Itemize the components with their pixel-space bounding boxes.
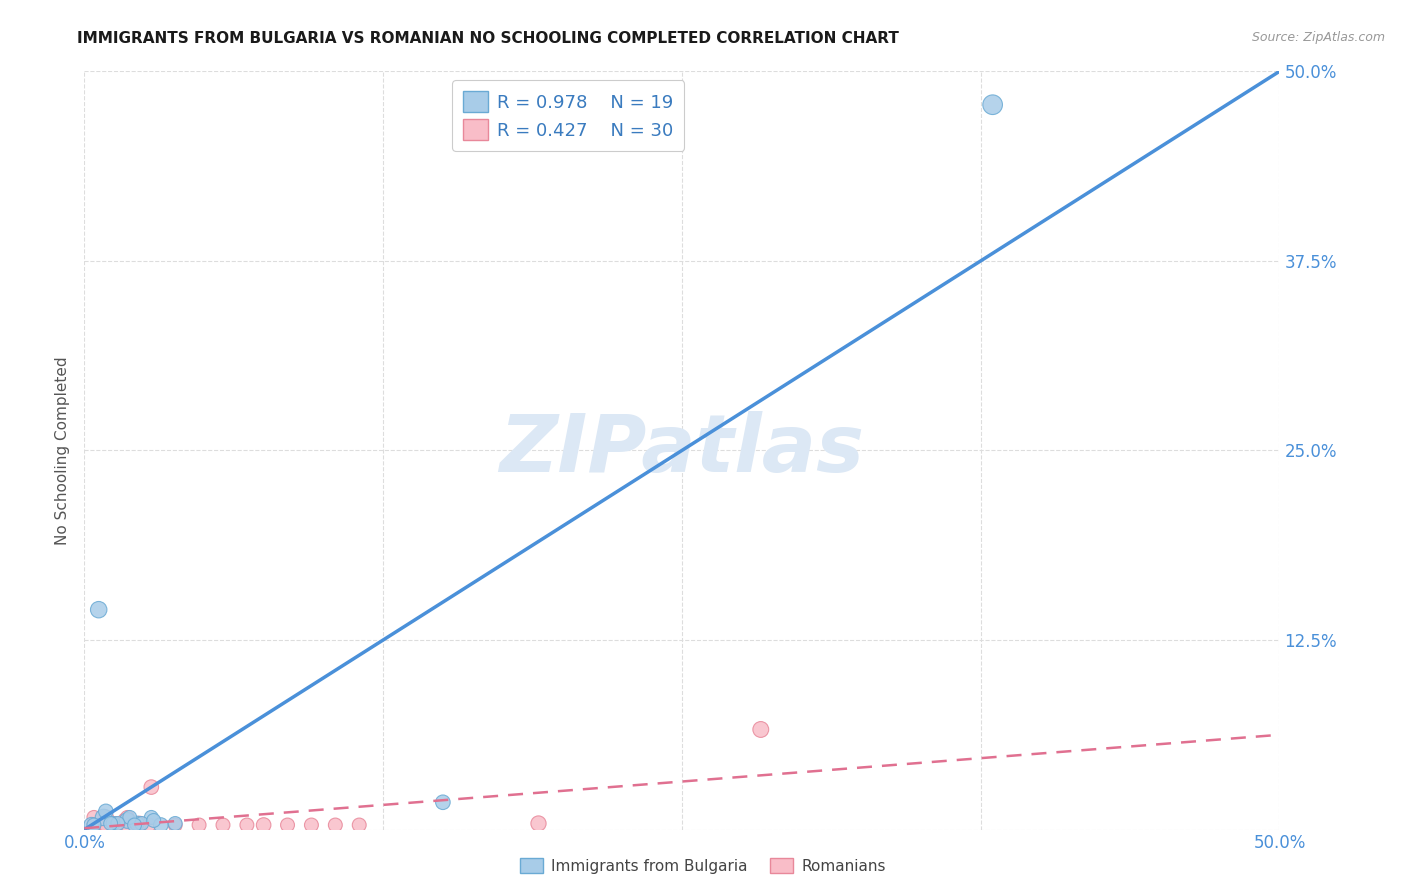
Point xyxy=(236,818,259,832)
Point xyxy=(114,814,136,828)
Point xyxy=(107,816,129,830)
Point xyxy=(142,814,165,828)
Point xyxy=(981,97,1004,112)
Point xyxy=(128,816,150,830)
Point xyxy=(94,805,117,819)
Point xyxy=(188,818,211,832)
Point xyxy=(118,810,141,824)
Point xyxy=(83,810,105,824)
Point xyxy=(253,818,276,832)
Point xyxy=(527,816,550,830)
Point xyxy=(94,818,117,832)
Point xyxy=(277,818,299,832)
Point xyxy=(83,818,105,832)
Point xyxy=(117,810,139,824)
Point xyxy=(117,818,139,832)
Point xyxy=(165,816,187,830)
Point xyxy=(125,816,148,830)
Text: ZIPatlas: ZIPatlas xyxy=(499,411,865,490)
Point xyxy=(80,818,103,832)
Point xyxy=(104,818,127,832)
Y-axis label: No Schooling Completed: No Schooling Completed xyxy=(55,356,70,545)
Text: Source: ZipAtlas.com: Source: ZipAtlas.com xyxy=(1251,31,1385,45)
Point xyxy=(104,816,127,830)
Point xyxy=(101,816,124,830)
Point xyxy=(128,816,150,830)
Point xyxy=(138,818,160,832)
Point xyxy=(125,816,148,830)
Point xyxy=(94,810,117,824)
Point xyxy=(94,816,117,830)
Point xyxy=(141,780,163,794)
Point xyxy=(83,818,105,832)
Point xyxy=(93,810,115,824)
Legend: Immigrants from Bulgaria, Romanians: Immigrants from Bulgaria, Romanians xyxy=(515,852,891,880)
Point xyxy=(212,818,235,832)
Text: IMMIGRANTS FROM BULGARIA VS ROMANIAN NO SCHOOLING COMPLETED CORRELATION CHART: IMMIGRANTS FROM BULGARIA VS ROMANIAN NO … xyxy=(77,31,900,46)
Point xyxy=(325,818,347,832)
Point xyxy=(131,816,153,830)
Legend: R = 0.978    N = 19, R = 0.427    N = 30: R = 0.978 N = 19, R = 0.427 N = 30 xyxy=(451,80,685,151)
Point xyxy=(94,818,117,832)
Point xyxy=(83,818,105,832)
Point xyxy=(165,818,187,832)
Point xyxy=(349,818,371,832)
Point xyxy=(149,818,172,832)
Point xyxy=(432,795,454,809)
Point xyxy=(117,814,139,828)
Point xyxy=(749,723,772,737)
Point xyxy=(100,816,122,830)
Point xyxy=(301,818,323,832)
Point xyxy=(104,818,127,832)
Point xyxy=(83,818,105,832)
Point xyxy=(141,810,163,824)
Point xyxy=(124,818,146,832)
Point xyxy=(87,603,110,617)
